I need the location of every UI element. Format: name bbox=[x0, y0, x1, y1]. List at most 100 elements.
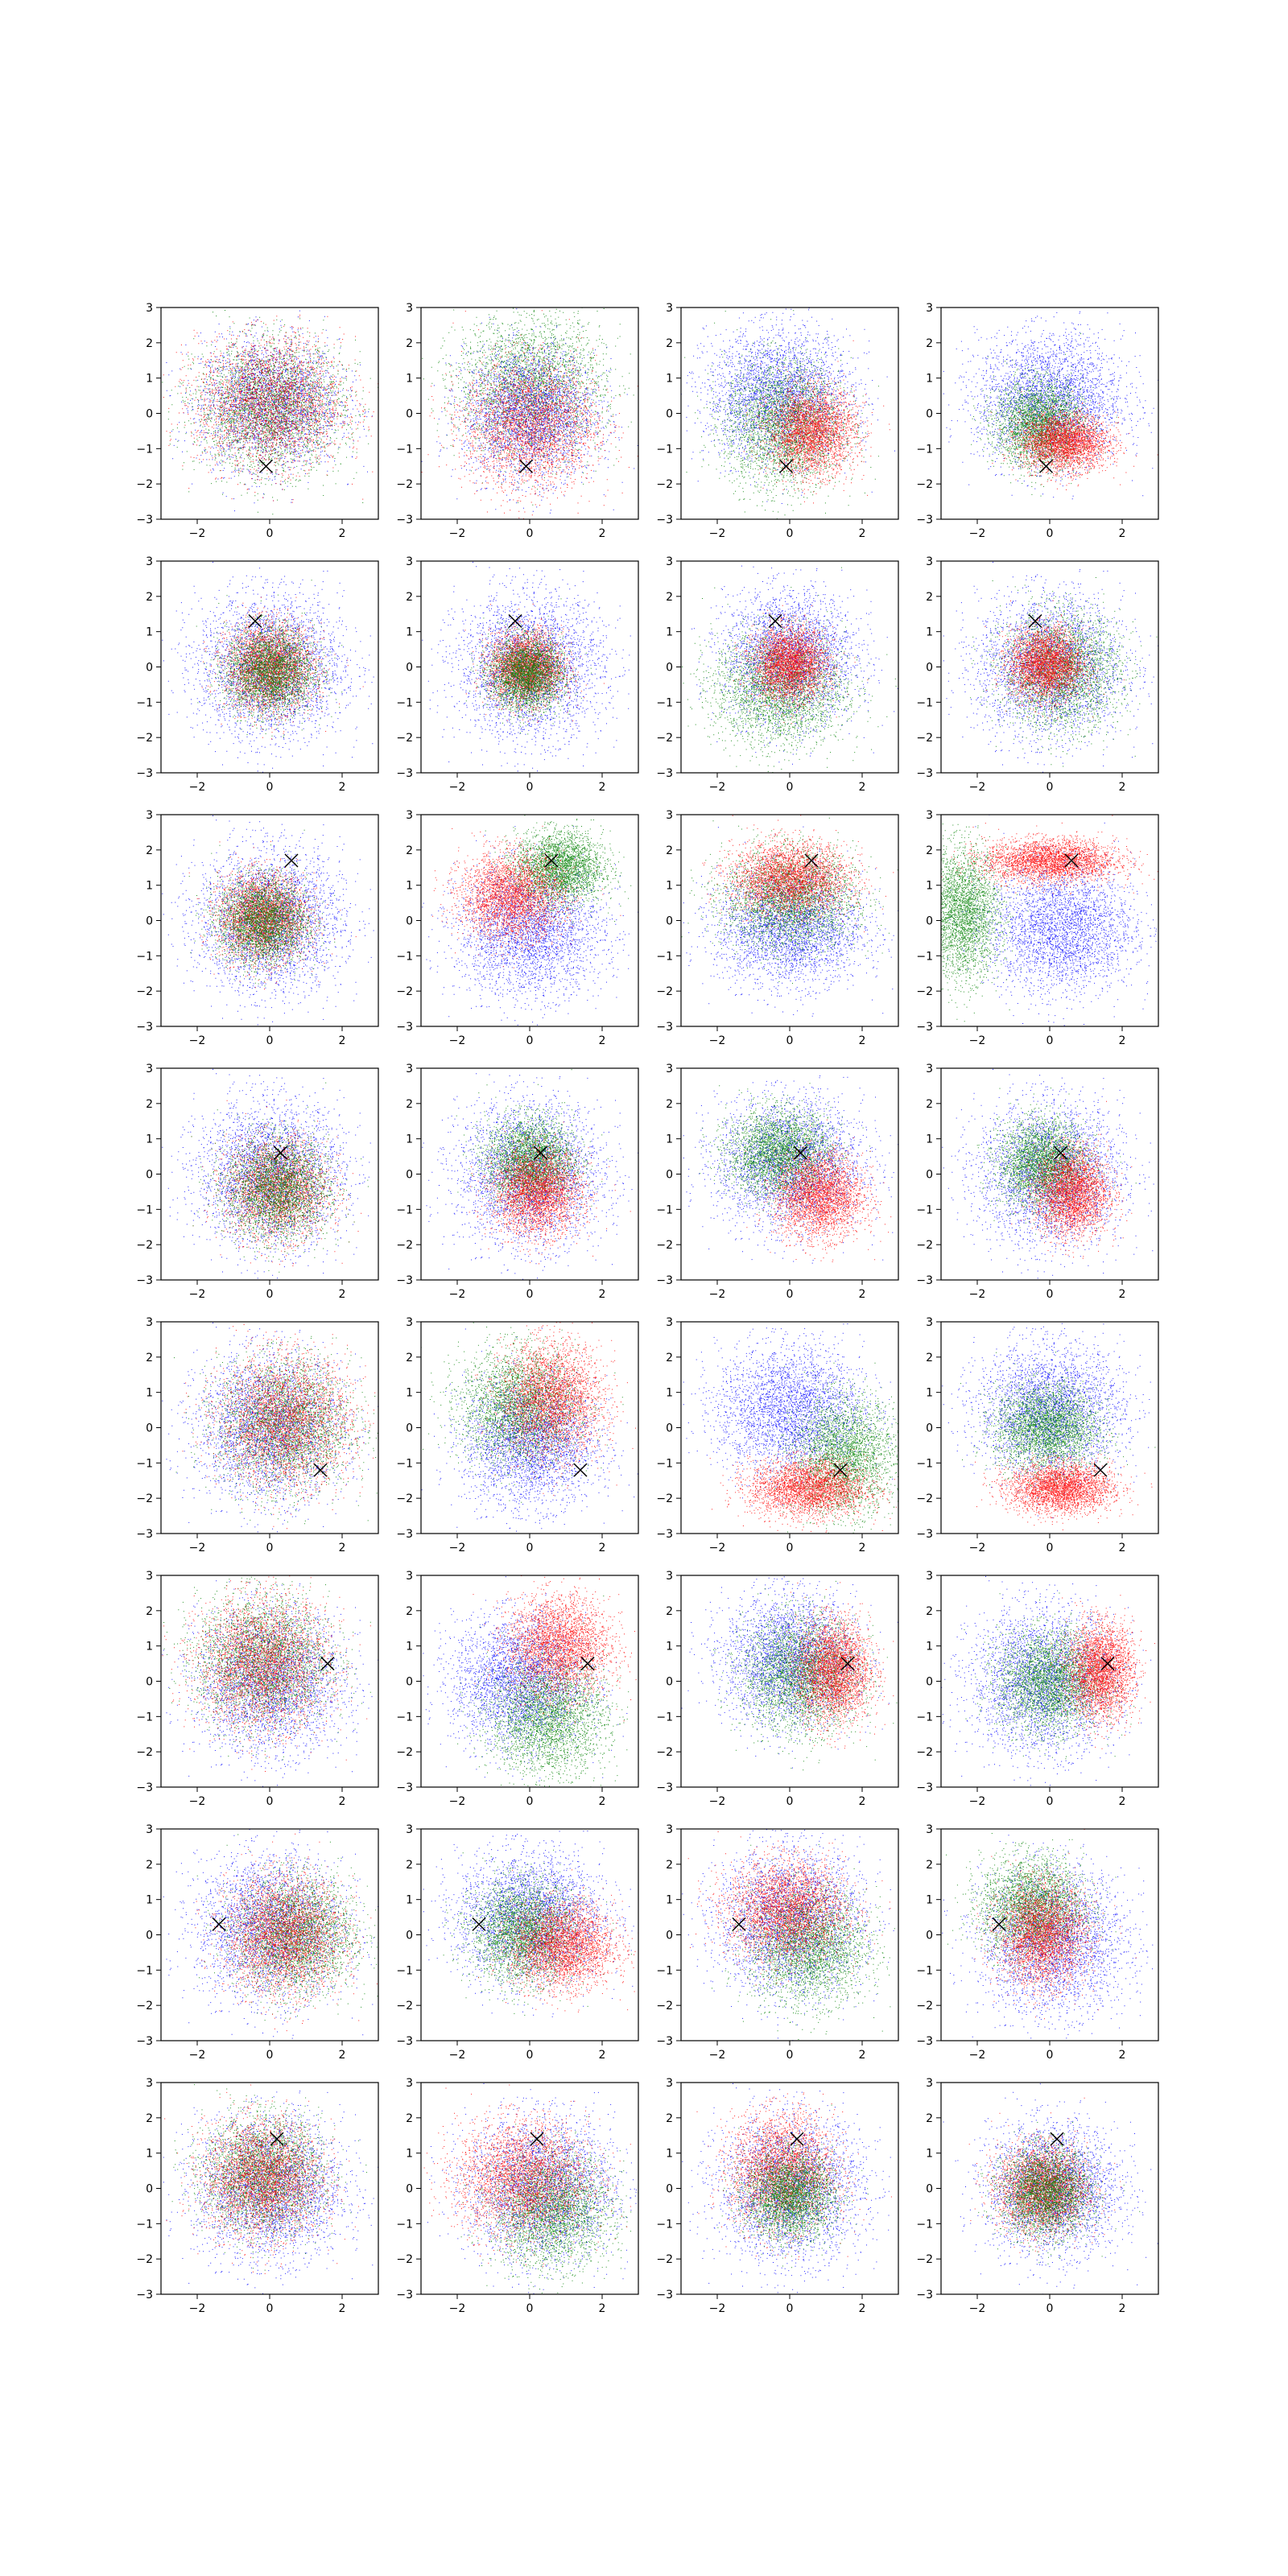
x-tick-label: 0 bbox=[526, 1288, 534, 1301]
series-blue-points bbox=[156, 1023, 400, 1294]
x-tick-label: 2 bbox=[859, 1542, 866, 1554]
series-blue-points bbox=[666, 291, 935, 504]
y-tick-label: −3 bbox=[916, 1781, 933, 1794]
y-tick-label: −3 bbox=[136, 1274, 153, 1287]
y-tick-label: −3 bbox=[136, 1781, 153, 1794]
x-tick-label: −2 bbox=[449, 2049, 466, 2062]
y-tick-label: −1 bbox=[396, 1711, 413, 1724]
series-green-points bbox=[456, 1069, 609, 1225]
scatter-points bbox=[676, 2037, 945, 2309]
y-tick-label: −3 bbox=[916, 1021, 933, 1034]
series-blue-points bbox=[679, 1524, 907, 1768]
y-tick-label: 3 bbox=[146, 302, 153, 315]
x-tick-label: 0 bbox=[526, 2049, 534, 2062]
y-tick-label: −1 bbox=[916, 2218, 933, 2231]
x-tick-label: 0 bbox=[786, 2302, 794, 2315]
y-tick-label: 1 bbox=[146, 880, 153, 893]
x-marker bbox=[1094, 1463, 1107, 1476]
y-tick-label: 1 bbox=[146, 2148, 153, 2161]
scatter-points bbox=[679, 1524, 926, 1770]
x-tick-label: 0 bbox=[786, 1542, 794, 1554]
series-green-points bbox=[192, 1083, 369, 1273]
axes-frame bbox=[421, 2083, 638, 2294]
y-tick-label: 2 bbox=[926, 1352, 933, 1364]
y-tick-label: −2 bbox=[656, 478, 673, 491]
y-tick-label: 1 bbox=[926, 1894, 933, 1907]
y-tick-label: −2 bbox=[396, 478, 413, 491]
x-tick-label: −2 bbox=[709, 2049, 726, 2062]
axes-frame bbox=[161, 308, 378, 519]
series-green-points bbox=[684, 288, 879, 524]
y-tick-label: −3 bbox=[656, 1274, 673, 1287]
x-tick-label: 2 bbox=[859, 1795, 866, 1808]
y-tick-label: 2 bbox=[926, 844, 933, 857]
y-tick-label: 3 bbox=[146, 2077, 153, 2090]
y-tick-label: −1 bbox=[396, 2218, 413, 2231]
x-tick-label: −2 bbox=[449, 1288, 466, 1301]
y-tick-label: 2 bbox=[666, 1605, 673, 1618]
y-tick-label: −3 bbox=[656, 1528, 673, 1541]
y-tick-label: 2 bbox=[406, 1352, 413, 1364]
y-tick-label: 3 bbox=[406, 1823, 413, 1836]
y-tick-label: −1 bbox=[396, 1203, 413, 1216]
y-tick-label: −2 bbox=[396, 2000, 413, 2013]
y-tick-label: −1 bbox=[396, 1964, 413, 1977]
x-marker bbox=[530, 2132, 543, 2145]
y-tick-label: −3 bbox=[396, 767, 413, 780]
x-tick-label: 2 bbox=[599, 1795, 606, 1808]
scatter-points bbox=[419, 1286, 671, 1542]
y-tick-label: −1 bbox=[916, 1711, 933, 1724]
x-tick-label: −2 bbox=[189, 2049, 206, 2062]
y-tick-label: 3 bbox=[406, 1063, 413, 1075]
series-red-points bbox=[147, 289, 426, 503]
y-tick-label: −2 bbox=[916, 1239, 933, 1252]
axes-frame bbox=[161, 1829, 378, 2041]
y-tick-label: 3 bbox=[666, 2077, 673, 2090]
y-tick-label: −2 bbox=[136, 2253, 153, 2266]
y-tick-label: −1 bbox=[916, 443, 933, 456]
series-green-points bbox=[971, 333, 1117, 497]
series-blue-points bbox=[667, 1274, 910, 1510]
x-tick-label: 0 bbox=[786, 781, 794, 794]
y-tick-label: −2 bbox=[916, 1746, 933, 1759]
y-tick-label: 1 bbox=[406, 1641, 413, 1653]
x-tick-label: 2 bbox=[339, 1795, 346, 1808]
y-tick-label: −2 bbox=[136, 478, 153, 491]
x-tick-label: −2 bbox=[449, 1542, 466, 1554]
y-tick-label: 3 bbox=[146, 1570, 153, 1583]
y-tick-label: −1 bbox=[136, 1203, 153, 1216]
y-tick-label: 2 bbox=[146, 844, 153, 857]
y-tick-label: −1 bbox=[656, 443, 673, 456]
y-tick-label: 2 bbox=[666, 591, 673, 604]
y-tick-label: −2 bbox=[916, 732, 933, 745]
x-tick-label: 0 bbox=[266, 781, 274, 794]
x-tick-label: −2 bbox=[709, 527, 726, 540]
axes-frame bbox=[161, 1322, 378, 1534]
scatter-points bbox=[409, 1546, 668, 1813]
x-tick-label: −2 bbox=[969, 1542, 986, 1554]
x-tick-label: 2 bbox=[859, 2302, 866, 2315]
x-tick-label: 0 bbox=[1046, 1034, 1054, 1047]
y-tick-label: 2 bbox=[146, 1352, 153, 1364]
y-tick-label: −1 bbox=[396, 443, 413, 456]
y-tick-label: 0 bbox=[406, 1169, 413, 1182]
y-tick-label: 3 bbox=[666, 1570, 673, 1583]
series-green-points bbox=[152, 1524, 371, 1760]
y-tick-label: 0 bbox=[146, 662, 153, 675]
scatter-points bbox=[667, 1027, 946, 1263]
y-tick-label: 0 bbox=[926, 2183, 933, 2196]
y-tick-label: 2 bbox=[406, 337, 413, 350]
x-tick-label: −2 bbox=[709, 1542, 726, 1554]
y-tick-label: 2 bbox=[406, 1098, 413, 1111]
scatter-points bbox=[421, 1047, 686, 1294]
x-tick-label: −2 bbox=[969, 2049, 986, 2062]
